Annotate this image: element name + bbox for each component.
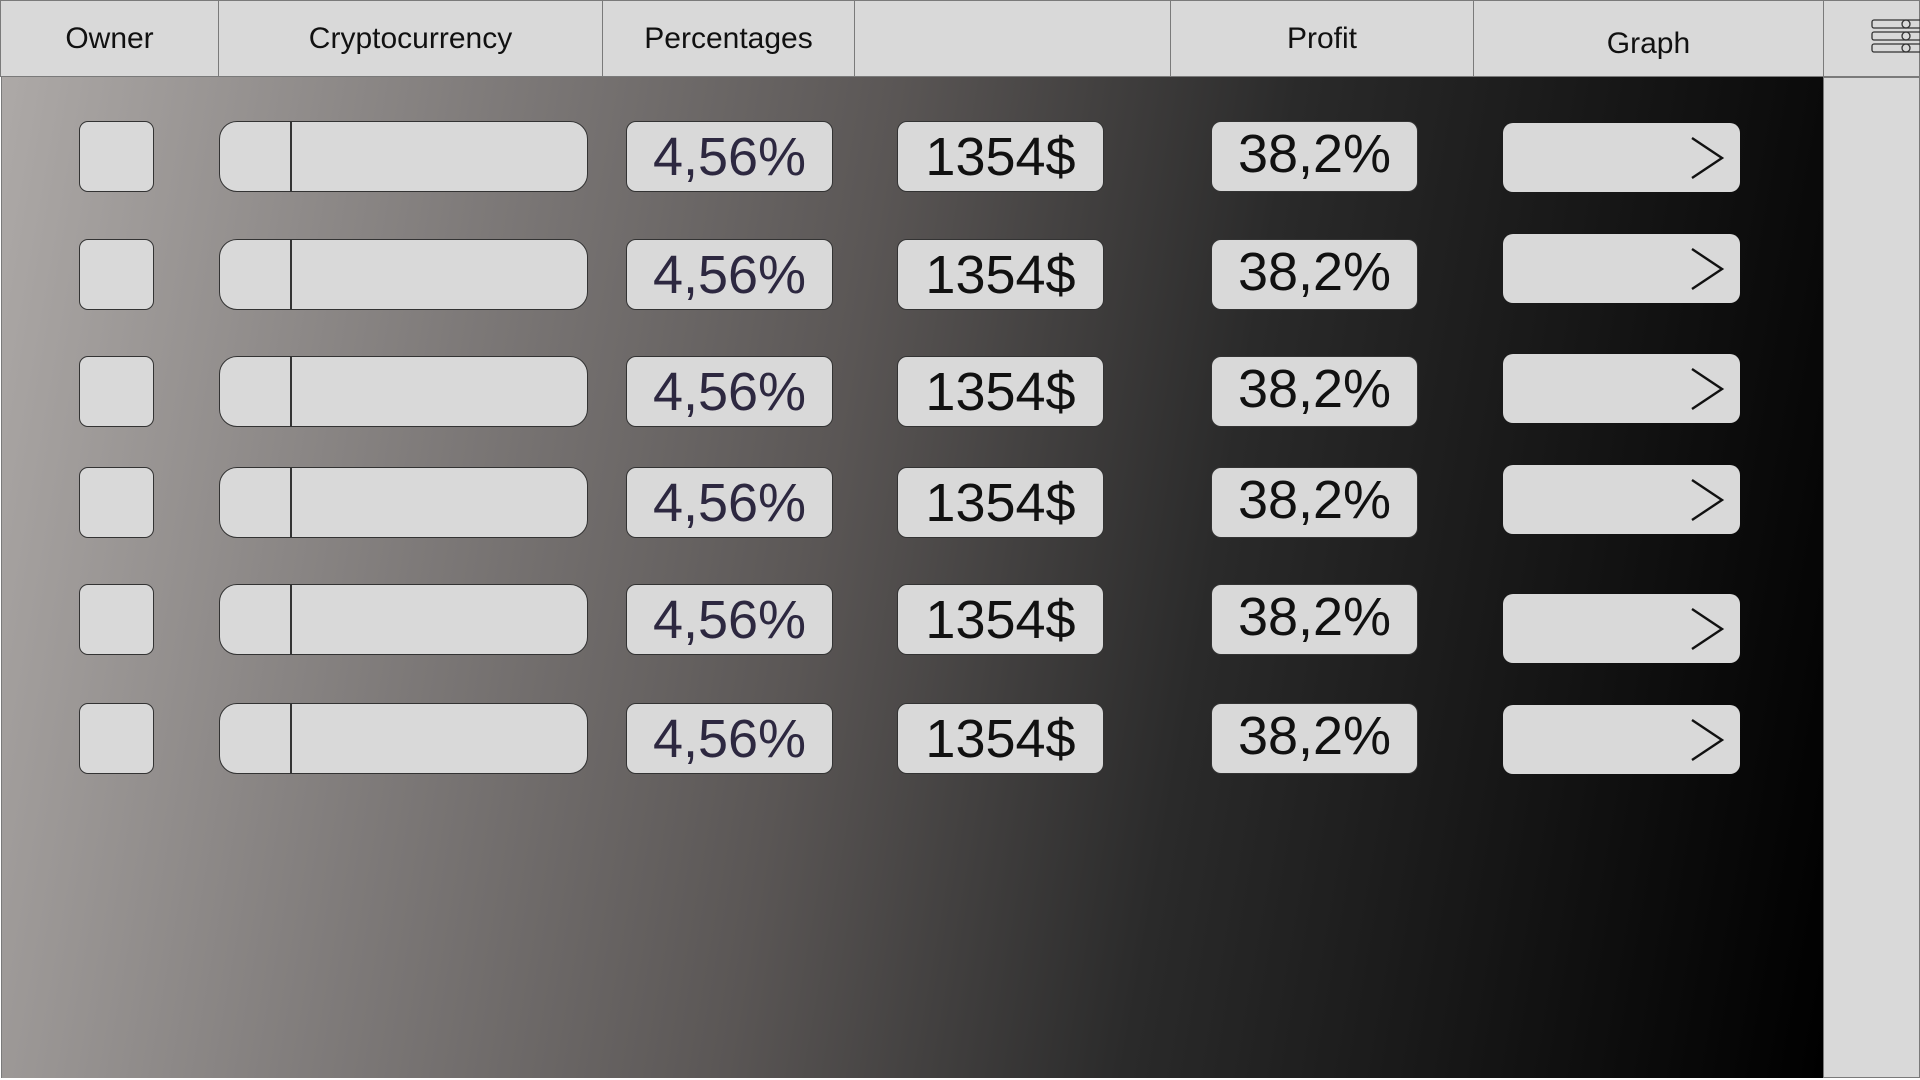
percentage-value: 4,56% [626,356,833,427]
graph-button[interactable] [1503,234,1740,303]
percentage-value: 4,56% [626,467,833,538]
amount-value: 1354$ [897,584,1104,655]
cryptocurrency-selector[interactable] [219,121,588,192]
profit-value: 38,2% [1211,356,1418,427]
owner-checkbox[interactable] [79,467,154,538]
owner-checkbox[interactable] [79,239,154,310]
profit-value: 38,2% [1211,584,1418,655]
graph-button[interactable] [1503,705,1740,774]
percentage-value: 4,56% [626,239,833,310]
crypto-divider [290,122,292,191]
chevron-right-icon [1691,607,1725,650]
header-owner: Owner [0,0,219,77]
cryptocurrency-selector[interactable] [219,703,588,774]
main-table-area: 4,56% 1354$ 38,2% 4,56% 1354$ 38,2% 4,56… [1,77,1823,1078]
percentage-value: 4,56% [626,584,833,655]
profit-value: 38,2% [1211,703,1418,774]
amount-value: 1354$ [897,703,1104,774]
graph-button[interactable] [1503,354,1740,423]
chevron-right-icon [1691,247,1725,290]
percentage-value: 4,56% [626,121,833,192]
header-graph: Graph [1473,0,1824,77]
header-profit: Profit [1170,0,1474,77]
crypto-divider [290,704,292,773]
owner-checkbox[interactable] [79,584,154,655]
cryptocurrency-selector[interactable] [219,239,588,310]
graph-button[interactable] [1503,123,1740,192]
header-percentages: Percentages [602,0,855,77]
header-amount [854,0,1171,77]
profit-value: 38,2% [1211,239,1418,310]
header-cryptocurrency: Cryptocurrency [218,0,603,77]
sidebar [1823,77,1920,1078]
crypto-divider [290,357,292,426]
chevron-right-icon [1691,367,1725,410]
owner-checkbox[interactable] [79,356,154,427]
chevron-right-icon [1691,136,1725,179]
cryptocurrency-selector[interactable] [219,584,588,655]
menu-button[interactable] [1823,0,1920,77]
profit-value: 38,2% [1211,121,1418,192]
owner-checkbox[interactable] [79,121,154,192]
crypto-divider [290,468,292,537]
menu-list-icon [1871,19,1920,53]
percentage-value: 4,56% [626,703,833,774]
cryptocurrency-selector[interactable] [219,356,588,427]
graph-button[interactable] [1503,465,1740,534]
chevron-right-icon [1691,478,1725,521]
crypto-divider [290,240,292,309]
amount-value: 1354$ [897,356,1104,427]
amount-value: 1354$ [897,467,1104,538]
profit-value: 38,2% [1211,467,1418,538]
amount-value: 1354$ [897,239,1104,310]
cryptocurrency-selector[interactable] [219,467,588,538]
amount-value: 1354$ [897,121,1104,192]
owner-checkbox[interactable] [79,703,154,774]
graph-button[interactable] [1503,594,1740,663]
crypto-divider [290,585,292,654]
chevron-right-icon [1691,718,1725,761]
